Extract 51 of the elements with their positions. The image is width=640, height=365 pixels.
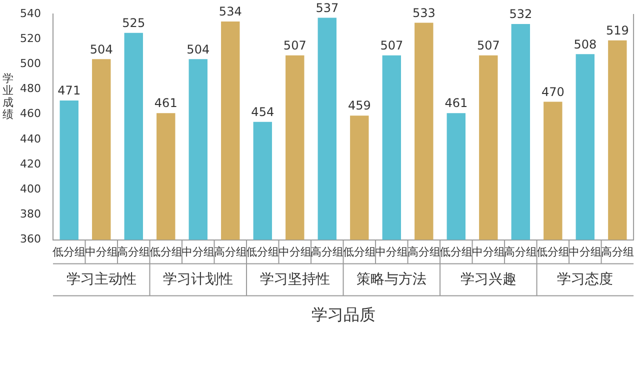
x-tick-label: 高分组 (600, 245, 634, 258)
x-tick-label: 高分组 (407, 245, 440, 258)
text: 学习兴趣 (460, 271, 516, 288)
data-label: 470 (541, 84, 564, 99)
text: 学习主动性 (66, 271, 136, 288)
text: 学习坚持性 (260, 271, 330, 288)
x-axis-title: 学习品质 (311, 304, 376, 324)
x-tick-label: 中分组 (472, 245, 505, 258)
y-tick-label: 460 (20, 107, 41, 120)
x-tick-label: 低分组 (246, 245, 280, 258)
data-label: 507 (476, 38, 500, 53)
y-tick-label: 400 (20, 182, 41, 196)
text: 学习态度 (557, 271, 614, 288)
x-tick-label: 低分组 (536, 245, 570, 258)
x-tick-label: 高分组 (214, 245, 247, 258)
data-label: 519 (606, 23, 629, 38)
x-tick-label: 高分组 (117, 245, 150, 258)
x-tick-label: 低分组 (440, 245, 473, 258)
y-axis-title: 学业成绩 (2, 72, 14, 121)
x-tick-label: 低分组 (149, 245, 182, 258)
data-label: 461 (154, 96, 178, 110)
x-tick-label: 中分组 (84, 245, 118, 258)
data-label: 525 (122, 16, 146, 30)
y-tick-label: 440 (20, 132, 41, 146)
x-tick-label: 中分组 (278, 245, 312, 258)
y-tick-label: 360 (20, 232, 41, 246)
y-tick-label: 480 (20, 82, 41, 96)
data-label: 533 (412, 6, 436, 20)
data-label: 507 (380, 38, 404, 53)
data-label: 471 (58, 84, 81, 98)
data-label: 532 (509, 7, 532, 22)
data-label: 459 (348, 98, 371, 113)
data-label: 461 (444, 96, 468, 110)
y-tick-label: 380 (20, 208, 41, 221)
text: 学习计划性 (163, 271, 234, 288)
y-tick-label: 420 (20, 157, 41, 170)
y-tick-label: 520 (20, 32, 41, 45)
x-tick-label: 低分组 (52, 245, 86, 258)
data-label: 537 (316, 0, 339, 15)
y-tick-label: 500 (20, 57, 41, 70)
data-label: 508 (574, 37, 597, 52)
data-label: 534 (218, 4, 242, 19)
data-label: 504 (90, 42, 113, 56)
data-label: 454 (251, 105, 274, 120)
data-label: 507 (283, 38, 306, 53)
x-tick-label: 高分组 (310, 245, 344, 258)
data-label: 504 (186, 42, 210, 56)
text: 策略与方法 (356, 271, 427, 288)
x-tick-label: 高分组 (504, 245, 538, 258)
x-tick-label: 低分组 (342, 245, 376, 258)
y-tick-label: 540 (20, 6, 41, 20)
